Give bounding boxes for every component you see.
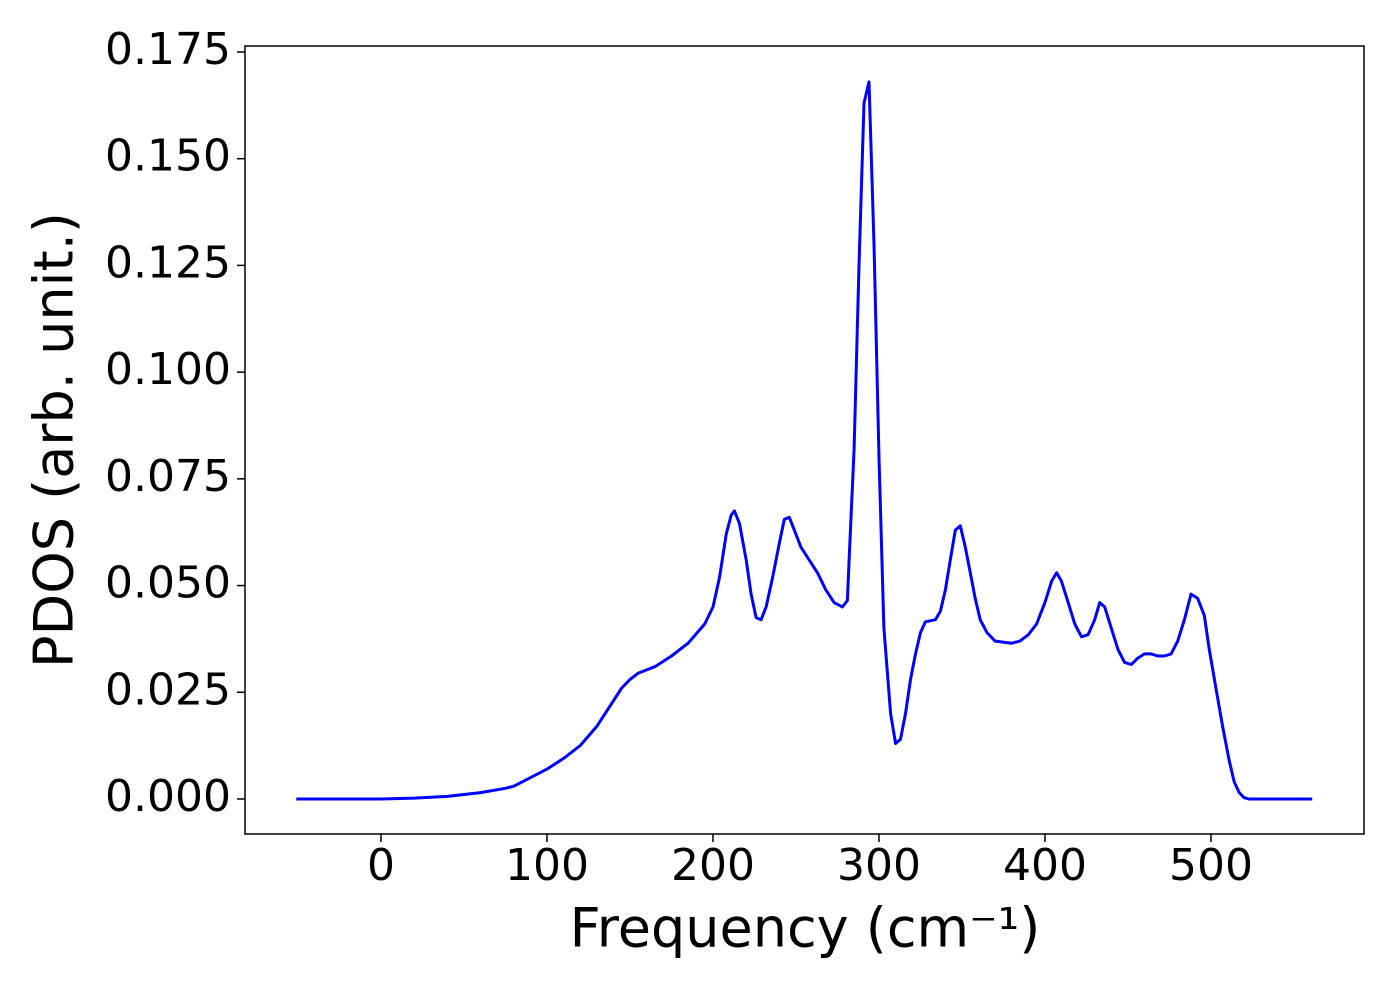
x-tick-label: 400 [1003,840,1087,891]
y-tick-label: 0.050 [105,558,231,609]
x-tick-label: 500 [1169,840,1253,891]
plot-frame [244,45,1365,835]
x-tick-label: 300 [837,840,921,891]
y-tick-label: 0.025 [105,664,231,715]
x-tick-label: 200 [671,840,755,891]
y-tick-label: 0.075 [105,451,231,502]
x-tick-label: 100 [505,840,589,891]
y-tick-label: 0.175 [105,24,231,75]
y-tick-label: 0.125 [105,237,231,288]
y-tick-label: 0.100 [105,344,231,395]
y-axis-label: PDOS (arb. unit.) [23,212,86,668]
y-tick-label: 0.150 [105,131,231,182]
x-axis-label: Frequency (cm⁻¹) [570,897,1041,960]
x-tick-label: 0 [367,840,395,891]
y-tick-label: 0.000 [105,771,231,822]
data-line [296,80,1313,801]
